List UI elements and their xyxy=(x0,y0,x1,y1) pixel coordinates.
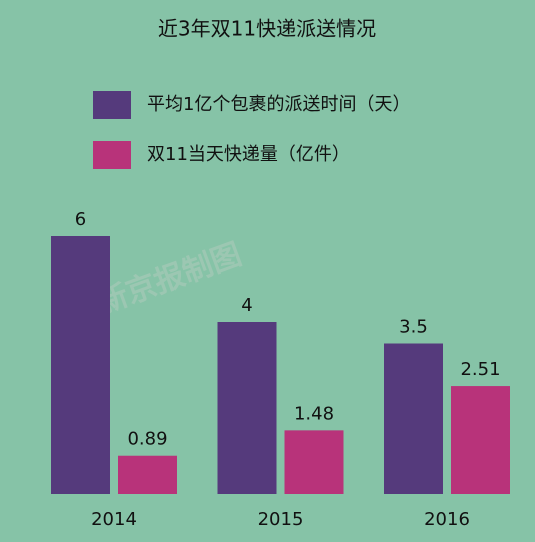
value-label: 4 xyxy=(241,295,252,316)
value-label: 0.89 xyxy=(127,429,167,450)
legend-swatch xyxy=(93,141,131,169)
bar xyxy=(118,455,177,494)
value-label: 3.5 xyxy=(399,317,428,338)
value-label: 1.48 xyxy=(294,403,334,424)
bar xyxy=(384,343,443,494)
legend-label: 双11当天快递量（亿件） xyxy=(147,144,350,165)
legend-swatch xyxy=(93,91,131,119)
x-tick-label: 2014 xyxy=(91,509,137,530)
x-tick-label: 2015 xyxy=(258,509,304,530)
value-label: 6 xyxy=(75,209,86,230)
bar xyxy=(51,236,110,494)
legend-label: 平均1亿个包裹的派送时间（天） xyxy=(147,94,410,115)
bar xyxy=(217,322,277,494)
x-tick-label: 2016 xyxy=(424,509,470,530)
chart-title: 近3年双11快递派送情况 xyxy=(158,17,376,41)
value-label: 2.51 xyxy=(460,359,500,380)
bar xyxy=(451,386,510,494)
bar xyxy=(284,430,344,494)
